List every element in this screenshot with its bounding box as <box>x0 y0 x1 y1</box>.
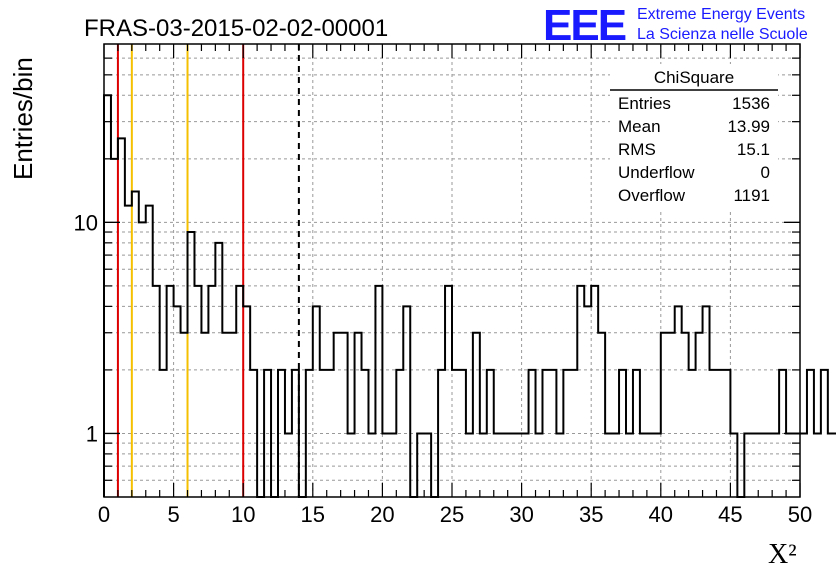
x-tick-label: 50 <box>788 502 812 527</box>
y-tick-labels: 1 10 <box>74 210 98 446</box>
x-tick-label: 5 <box>167 502 179 527</box>
x-tick-label: 40 <box>649 502 673 527</box>
stats-overflow-value: 1191 <box>733 186 770 205</box>
stats-box-bg <box>610 64 778 210</box>
stats-rms-label: RMS <box>618 140 656 159</box>
stats-title: ChiSquare <box>654 68 734 87</box>
x-tick-label: 20 <box>370 502 394 527</box>
eee-logo: EEE Extreme Energy Events La Scienza nel… <box>543 1 808 50</box>
stats-mean-label: Mean <box>618 117 661 136</box>
logo-line-1: Extreme Energy Events <box>637 6 805 23</box>
x-tick-label: 35 <box>579 502 603 527</box>
x-tick-label: 30 <box>509 502 533 527</box>
stats-entries-label: Entries <box>618 94 671 113</box>
histogram-line <box>103 94 836 498</box>
y-tick-label: 1 <box>86 421 98 446</box>
x-axis-label: X² <box>768 539 797 570</box>
x-tick-labels: 0 5 10 15 20 25 30 35 40 45 50 <box>98 502 812 527</box>
x-tick-label: 45 <box>718 502 742 527</box>
stats-rms-value: 15.1 <box>737 140 770 159</box>
logo-mark: EEE <box>543 1 626 50</box>
x-tick-label: 0 <box>98 502 110 527</box>
axes <box>103 43 801 498</box>
y-tick-label: 10 <box>74 210 98 235</box>
x-tick-label: 25 <box>440 502 464 527</box>
logo-line-2: La Scienza nelle Scuole <box>637 26 808 43</box>
stats-underflow-label: Underflow <box>618 163 695 182</box>
y-axis-label: Entries/bin <box>8 57 38 180</box>
stats-entries-value: 1536 <box>732 94 770 113</box>
stats-overflow-label: Overflow <box>618 186 686 205</box>
stats-box: ChiSquare Entries 1536 Mean 13.99 RMS 15… <box>610 64 778 210</box>
stats-mean-value: 13.99 <box>727 117 770 136</box>
x-tick-label: 15 <box>301 502 325 527</box>
x-tick-label: 10 <box>231 502 255 527</box>
chart-title: FRAS-03-2015-02-02-00001 <box>84 15 388 42</box>
stats-underflow-value: 0 <box>761 163 770 182</box>
